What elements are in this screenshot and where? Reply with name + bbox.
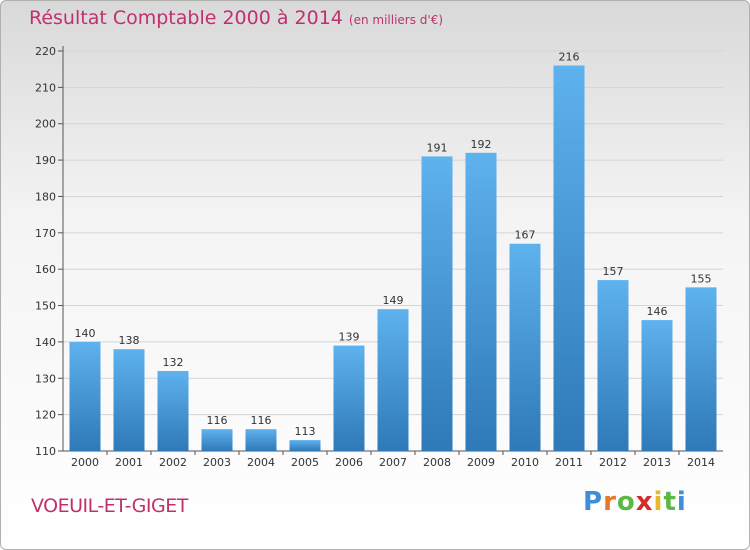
x-tick-label-2011: 2011: [555, 456, 583, 469]
bar-2013: [641, 320, 673, 451]
x-tick-label-2009: 2009: [467, 456, 495, 469]
x-tick-label-2003: 2003: [203, 456, 231, 469]
x-tick-label-2001: 2001: [115, 456, 143, 469]
y-tick-label: 180: [35, 190, 56, 203]
data-label-2008: 191: [427, 141, 448, 154]
bar-2009: [465, 152, 497, 451]
x-tick-label-2005: 2005: [291, 456, 319, 469]
data-label-2011: 216: [559, 51, 580, 64]
x-tick-label-2000: 2000: [71, 456, 99, 469]
bar-2005: [289, 440, 321, 451]
data-label-2000: 140: [75, 327, 96, 340]
data-label-2003: 116: [207, 414, 228, 427]
data-label-2005: 113: [295, 425, 316, 438]
bar-2014: [685, 287, 717, 451]
axes: 110 120 130 140 150 160 170 180 190 200 210 220 2000…: [35, 45, 723, 469]
title-text: Résultat Comptable 2000 à 2014: [29, 7, 343, 29]
x-tick-label-2014: 2014: [687, 456, 715, 469]
commune-name: VOEUIL-ET-GIGET: [31, 495, 188, 517]
x-tick-label-2010: 2010: [511, 456, 539, 469]
data-label-2014: 155: [691, 272, 712, 285]
x-tick-label-2004: 2004: [247, 456, 275, 469]
y-tick-label: 140: [35, 336, 56, 349]
data-label-2001: 138: [119, 334, 140, 347]
x-tick-label-2007: 2007: [379, 456, 407, 469]
bar-2006: [333, 345, 365, 451]
bar-2000: [69, 341, 101, 451]
data-labels: 140 138 132 116 116 113 139 149 191 192 167 216 157 1…: [75, 51, 712, 439]
x-tick-label-2002: 2002: [159, 456, 187, 469]
y-tick-label: 160: [35, 263, 56, 276]
x-tick-label-2008: 2008: [423, 456, 451, 469]
y-tick-label: 210: [35, 81, 56, 94]
y-tick-label: 220: [35, 45, 56, 58]
bar-2008: [421, 156, 453, 452]
y-tick-label: 110: [35, 445, 56, 458]
y-tick-label: 130: [35, 372, 56, 385]
bar-2010: [509, 243, 541, 451]
chart-title: Résultat Comptable 2000 à 2014 (en millie…: [29, 7, 443, 29]
data-label-2004: 116: [251, 414, 272, 427]
logo-letter: r: [603, 487, 617, 517]
bar-2002: [157, 371, 189, 451]
data-label-2002: 132: [163, 356, 184, 369]
data-label-2013: 146: [647, 305, 668, 318]
data-label-2012: 157: [603, 265, 624, 278]
proxiti-logo: Proxiti: [583, 487, 687, 517]
title-unit: (en milliers d'€): [348, 13, 444, 27]
logo-letter: o: [616, 487, 636, 517]
x-tick-label-2006: 2006: [335, 456, 363, 469]
bar-2004: [245, 429, 277, 451]
y-tick-label: 200: [35, 118, 56, 131]
bar-2003: [201, 429, 233, 451]
y-tick-label: 170: [35, 227, 56, 240]
data-label-2007: 149: [383, 294, 404, 307]
logo-letter: i: [653, 487, 664, 517]
data-label-2006: 139: [339, 331, 360, 344]
bars: [69, 65, 717, 452]
data-label-2009: 192: [471, 138, 492, 151]
logo-letter: x: [635, 487, 654, 517]
y-tick-label: 120: [35, 409, 56, 422]
bar-2001: [113, 349, 145, 451]
bar-2011: [553, 65, 585, 451]
y-tick-label: 190: [35, 154, 56, 167]
logo-letter: t: [663, 487, 677, 517]
y-tick-label: 150: [35, 300, 56, 313]
x-tick-label-2013: 2013: [643, 456, 671, 469]
x-tick-label-2012: 2012: [599, 456, 627, 469]
bar-2012: [597, 280, 629, 451]
logo-letter: P: [583, 487, 604, 517]
data-label-2010: 167: [515, 229, 536, 242]
bar-2007: [377, 309, 409, 451]
logo-letter: i: [676, 487, 687, 517]
